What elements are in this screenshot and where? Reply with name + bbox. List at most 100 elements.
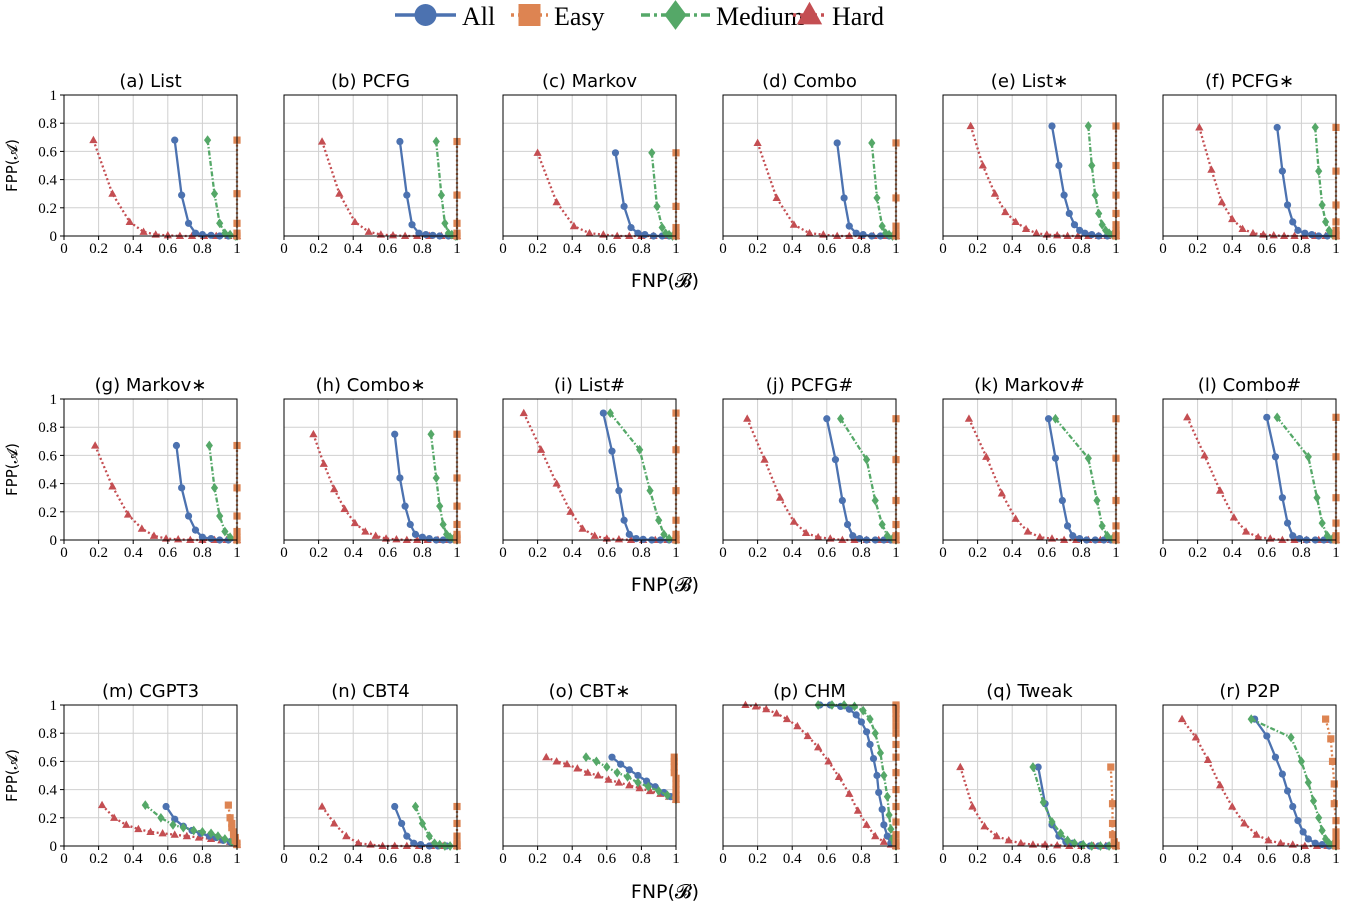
data-point xyxy=(782,714,792,723)
x-tick-label: 0.8 xyxy=(1072,545,1091,561)
data-point xyxy=(635,783,644,792)
panel-title: (g) Markov∗ xyxy=(95,375,207,396)
series-all xyxy=(1251,715,1340,850)
data-point xyxy=(632,534,640,543)
plot-frame xyxy=(1162,94,1337,237)
x-tick-label: 0.2 xyxy=(528,851,547,867)
data-point xyxy=(880,821,888,829)
data-point xyxy=(1279,231,1289,240)
x-tick-label: 0.4 xyxy=(563,851,582,867)
data-point xyxy=(1048,122,1056,130)
x-tick-label: 0.2 xyxy=(748,241,767,257)
data-point xyxy=(866,714,874,724)
data-point xyxy=(330,484,339,493)
chart-panel: 0 0.2 0.4 0.6 0.8 1 (n) CBT4 xyxy=(280,681,462,867)
data-point xyxy=(885,810,893,820)
data-point xyxy=(1311,122,1319,133)
data-point xyxy=(1273,412,1281,423)
x-tick-label: 0.6 xyxy=(1037,545,1056,561)
data-point xyxy=(617,760,625,768)
series-line xyxy=(173,139,237,238)
x-tick-label: 0 xyxy=(719,241,727,257)
data-point xyxy=(1021,224,1031,233)
y-tick-label: 1 xyxy=(50,392,58,408)
data-point xyxy=(91,441,100,449)
plot-frame xyxy=(722,94,897,237)
data-point xyxy=(1327,735,1335,743)
data-point xyxy=(1294,817,1302,825)
x-tick-label: 0.2 xyxy=(528,545,547,561)
chart-panel: 0 0.2 0.4 0.6 0.8 1 (r) P2P xyxy=(1159,681,1341,867)
panel-title: (n) CBT4 xyxy=(331,681,410,702)
data-point xyxy=(425,831,433,841)
data-point xyxy=(875,788,883,797)
data-point xyxy=(859,230,867,239)
data-point xyxy=(592,756,601,767)
x-tick-label: 0 xyxy=(939,545,947,561)
data-point xyxy=(108,482,117,490)
data-point xyxy=(620,202,628,210)
x-axis-label: FNP(𝓑) xyxy=(631,881,699,903)
series-line xyxy=(1181,718,1336,848)
series-line xyxy=(746,418,896,542)
data-point xyxy=(623,772,632,782)
data-point xyxy=(1059,535,1069,544)
x-tick-label: 0.4 xyxy=(1223,545,1242,561)
data-point xyxy=(1088,230,1096,239)
data-point xyxy=(641,230,649,239)
series-line xyxy=(175,445,237,542)
data-point xyxy=(772,193,781,201)
data-point xyxy=(139,227,148,235)
data-point xyxy=(840,194,848,202)
data-point xyxy=(1203,755,1213,764)
data-point xyxy=(1035,532,1045,541)
data-point xyxy=(845,231,854,240)
data-point xyxy=(1060,191,1068,199)
data-point xyxy=(625,766,633,774)
data-point xyxy=(1063,835,1072,846)
data-point xyxy=(533,148,542,156)
data-point xyxy=(1207,165,1216,173)
legend-label: Medium xyxy=(716,2,804,31)
data-point xyxy=(1248,228,1258,237)
data-point xyxy=(1081,229,1089,237)
x-tick-label: 0.4 xyxy=(783,851,802,867)
grid xyxy=(283,94,458,237)
series-line xyxy=(609,412,677,542)
data-point xyxy=(823,415,831,423)
data-point xyxy=(655,515,663,526)
plot-frame xyxy=(502,704,677,847)
x-tick-label: 1 xyxy=(672,851,680,867)
series-line xyxy=(321,141,457,238)
data-point xyxy=(350,518,360,527)
data-point xyxy=(221,228,229,239)
x-tick-label: 1 xyxy=(672,545,680,561)
data-point xyxy=(789,517,799,525)
x-tick-label: 0.8 xyxy=(1292,545,1311,561)
x-tick-label: 0 xyxy=(499,545,507,561)
plot-frame xyxy=(502,398,677,541)
x-tick-label: 0.8 xyxy=(1292,241,1311,257)
data-point xyxy=(330,819,339,827)
x-tick-label: 0.6 xyxy=(817,851,836,867)
x-tick-label: 1 xyxy=(672,241,680,257)
data-point xyxy=(801,528,811,537)
plot-frame xyxy=(63,94,238,237)
data-point xyxy=(194,833,204,841)
data-point xyxy=(639,535,647,543)
x-tick-label: 0.4 xyxy=(124,545,143,561)
data-point xyxy=(882,228,890,239)
data-point xyxy=(1263,732,1271,740)
data-point xyxy=(876,748,885,758)
data-point xyxy=(309,429,318,438)
data-point xyxy=(1301,229,1309,237)
data-point xyxy=(158,828,167,837)
x-tick-label: 1 xyxy=(1332,545,1340,561)
data-point xyxy=(418,818,426,829)
x-tick-label: 0.8 xyxy=(632,545,651,561)
data-point xyxy=(978,161,987,169)
data-point xyxy=(444,228,452,239)
data-point xyxy=(670,763,678,771)
series-hard xyxy=(1177,714,1341,850)
data-point xyxy=(542,752,551,761)
